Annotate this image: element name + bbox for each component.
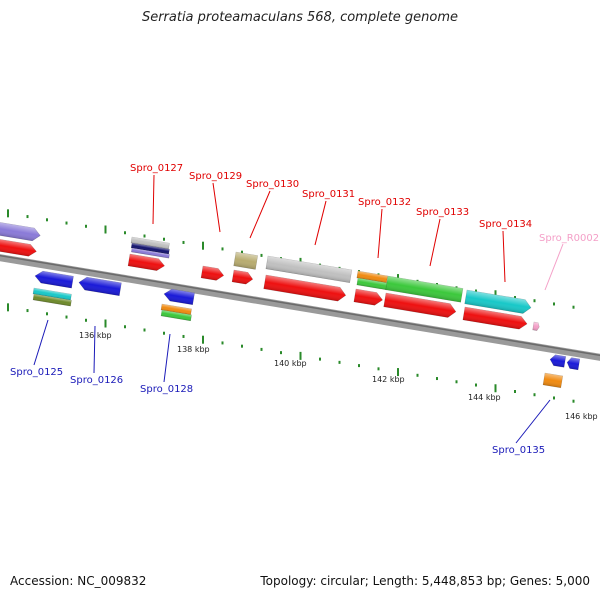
leader-Spro_0132: [377, 208, 383, 259]
feature-red-0129b: [231, 269, 254, 285]
feature-red-0129b-shade: [232, 270, 253, 285]
gene-label-Spro_0131: Spro_0131: [302, 189, 355, 200]
gene-label-Spro_0125: Spro_0125: [10, 367, 63, 378]
leader-Spro_0134: [502, 230, 506, 283]
feature-olive-0125: [32, 293, 72, 307]
leader-Spro_0128: [163, 333, 171, 383]
feature-pink-R0002: [532, 321, 540, 331]
feature-khaki-0130-shade: [233, 252, 258, 270]
gene-label-Spro_0126: Spro_0126: [70, 375, 123, 386]
leader-lines-layer: [33, 174, 564, 444]
feature-blue-0135-shade: [550, 354, 566, 368]
leader-Spro_0129: [212, 182, 221, 233]
feature-green-0128-shade: [161, 310, 192, 321]
feature-red-0133-shade: [383, 293, 456, 318]
feature-blue-0126-shade: [78, 277, 122, 296]
scale-label-144-kbp: 144 kbp: [468, 393, 501, 402]
feature-green-0133-shade: [385, 276, 463, 303]
feature-purple-far-left-shade: [0, 221, 41, 241]
backbone-highlight: [0, 254, 600, 357]
leader-Spro_0131: [314, 200, 327, 246]
feature-cyan-0125-shade: [33, 288, 72, 301]
feature-red-0129: [200, 265, 225, 281]
backbone-layer: [0, 254, 600, 361]
scale-label-146-kbp: 146 kbp: [565, 412, 598, 421]
feature-red-0132-shade: [353, 289, 383, 306]
feature-green-0133: [385, 275, 464, 303]
feature-blue-0128-shade: [164, 289, 195, 305]
leader-Spro_0127: [152, 174, 155, 225]
accession-text: Accession: NC_009832: [10, 574, 147, 588]
feature-cyan-0134-shade: [464, 290, 531, 314]
feature-purple-0127: [131, 247, 170, 259]
feature-green-0128: [160, 309, 192, 322]
feature-purple-0127-shade: [131, 248, 170, 259]
scale-label-142-kbp: 142 kbp: [372, 375, 405, 384]
feature-green-0132-shade: [356, 278, 388, 290]
genome-title: Serratia proteamaculans 568, complete ge…: [141, 10, 459, 25]
gene-label-Spro_0133: Spro_0133: [416, 207, 469, 218]
feature-red-0134: [462, 306, 528, 330]
leader-Spro_0133: [429, 218, 441, 267]
feature-navy-0127-shade: [131, 243, 170, 255]
feature-gray-0131: [265, 255, 353, 284]
leader-Spro_0130: [249, 190, 271, 239]
feature-red-0132: [353, 288, 383, 306]
leader-Spro_0125: [33, 319, 49, 366]
feature-orange-0135: [542, 372, 564, 389]
feature-purple-far-left: [0, 220, 41, 242]
gene-label-Spro_0130: Spro_0130: [246, 179, 299, 190]
gene-label-Spro_0135: Spro_0135: [492, 445, 545, 456]
leader-rna: [544, 243, 564, 291]
feature-blue-0128: [163, 288, 195, 306]
feature-olive-0125-shade: [33, 294, 72, 307]
leader-Spro_0126: [93, 325, 96, 374]
leader-Spro_0135: [515, 399, 551, 444]
topology-text: Topology: circular; Length: 5,448,853 bp…: [260, 574, 590, 588]
feature-red-0131: [263, 274, 347, 302]
gene-label-Spro_0128: Spro_0128: [140, 384, 193, 395]
scale-label-138-kbp: 138 kbp: [177, 345, 210, 354]
gene-label-Spro_0132: Spro_0132: [358, 197, 411, 208]
feature-blue-0126: [78, 276, 122, 296]
feature-gray-0131-shade: [265, 256, 352, 283]
feature-blue-0135b: [566, 357, 581, 371]
feature-orange-0135-shade: [543, 373, 563, 388]
feature-red-0134-shade: [462, 307, 528, 330]
feature-red-0133: [383, 292, 457, 318]
feature-red-0127-shade: [128, 254, 165, 271]
feature-red-far-left: [0, 237, 37, 257]
feature-blue-0135: [549, 354, 567, 368]
feature-blue-0125: [34, 270, 74, 289]
scale-label-140-kbp: 140 kbp: [274, 359, 307, 368]
feature-cyan-0134: [464, 289, 532, 314]
rna-label: Spro_R0002: [539, 233, 599, 244]
gene-label-Spro_0127: Spro_0127: [130, 163, 183, 174]
gene-label-Spro_0134: Spro_0134: [479, 219, 532, 230]
backbone-line: [0, 254, 600, 361]
feature-red-0129-shade: [201, 266, 224, 281]
features-layer: [0, 220, 581, 389]
feature-khaki-0130: [233, 251, 258, 270]
feature-pink-R0002-shade: [532, 322, 540, 331]
feature-orange-0132-shade: [356, 271, 388, 283]
feature-red-far-left-shade: [0, 238, 37, 257]
feature-blue-0135b-shade: [567, 357, 580, 370]
feature-orange-0128-shade: [161, 304, 192, 315]
feature-blue-0125-shade: [35, 271, 74, 289]
scale-label-136-kbp: 136 kbp: [79, 331, 112, 340]
feature-red-0131-shade: [263, 275, 346, 302]
feature-red-0127: [127, 253, 165, 271]
labels-layer: 136 kbp 138 kbp 140 kbp 142 kbp 144 kbp 146 k…: [10, 163, 599, 456]
gene-label-Spro_0129: Spro_0129: [189, 171, 242, 182]
feature-gray-0127-shade: [131, 237, 170, 250]
